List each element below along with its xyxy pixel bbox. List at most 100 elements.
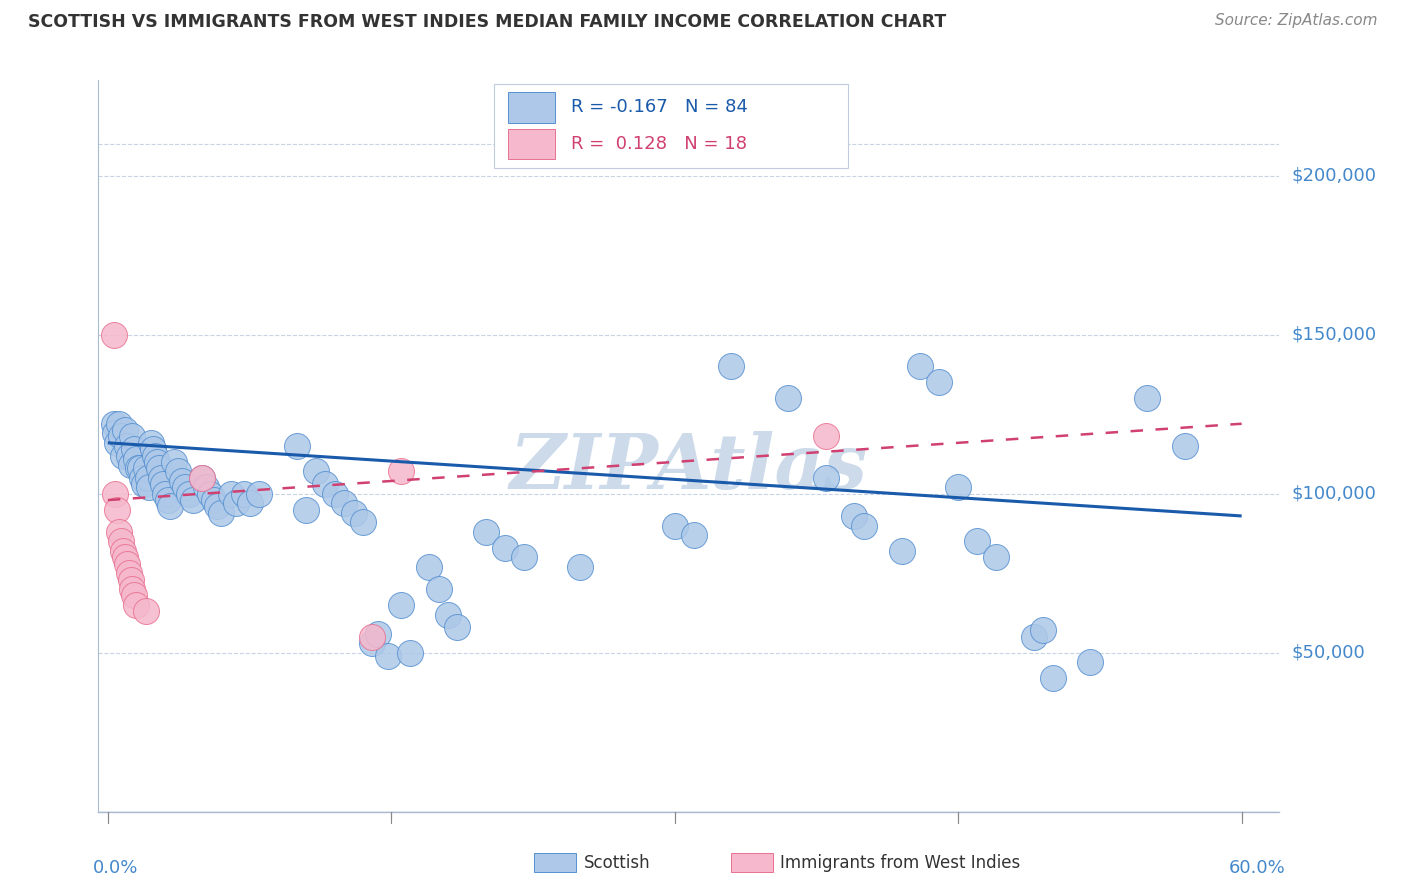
Point	[191, 471, 214, 485]
Point	[138, 480, 160, 494]
Point	[105, 435, 128, 450]
Point	[163, 455, 186, 469]
Point	[418, 559, 440, 574]
Point	[446, 620, 468, 634]
Point	[110, 429, 132, 443]
Point	[314, 477, 336, 491]
Point	[352, 516, 374, 530]
Point	[152, 477, 174, 491]
Point	[104, 426, 127, 441]
Point	[844, 508, 866, 523]
Point	[120, 573, 142, 587]
Point	[157, 493, 180, 508]
Point	[146, 455, 169, 469]
Point	[143, 449, 166, 463]
Point	[219, 486, 242, 500]
Point	[191, 471, 214, 485]
Point	[1080, 655, 1102, 669]
Point	[198, 486, 221, 500]
Point	[127, 461, 149, 475]
Point	[437, 607, 460, 622]
Point	[124, 442, 146, 457]
Point	[129, 461, 152, 475]
Point	[111, 449, 134, 463]
Point	[682, 528, 704, 542]
Point	[149, 471, 172, 485]
Text: $50,000: $50,000	[1291, 644, 1365, 662]
Point	[910, 359, 932, 374]
Point	[512, 550, 534, 565]
Point	[105, 502, 128, 516]
Point	[166, 465, 188, 479]
Point	[115, 439, 138, 453]
Point	[1042, 671, 1064, 685]
Point	[104, 486, 127, 500]
Point	[141, 435, 163, 450]
Point	[225, 496, 247, 510]
Point	[118, 449, 141, 463]
Point	[142, 442, 165, 457]
Point	[124, 589, 146, 603]
Bar	[508, 128, 555, 160]
Point	[361, 636, 384, 650]
Point	[333, 496, 356, 510]
Point	[239, 496, 262, 510]
Text: $100,000: $100,000	[1291, 484, 1376, 503]
Point	[103, 327, 125, 342]
Point	[111, 544, 134, 558]
Point	[377, 648, 399, 663]
Point	[367, 626, 389, 640]
Text: R =  0.128   N = 18: R = 0.128 N = 18	[571, 135, 747, 153]
Point	[361, 630, 384, 644]
Point	[389, 598, 412, 612]
Point	[125, 598, 148, 612]
FancyBboxPatch shape	[494, 84, 848, 168]
Point	[664, 518, 686, 533]
Point	[135, 461, 157, 475]
Point	[170, 474, 193, 488]
Point	[814, 471, 837, 485]
Point	[118, 566, 141, 581]
Point	[110, 534, 132, 549]
Point	[569, 559, 592, 574]
Point	[114, 423, 136, 437]
Text: Scottish: Scottish	[583, 854, 650, 871]
Point	[121, 582, 143, 596]
Point	[890, 544, 912, 558]
Point	[125, 451, 148, 466]
Point	[121, 429, 143, 443]
Text: $200,000: $200,000	[1291, 167, 1376, 185]
Point	[159, 500, 181, 514]
Point	[153, 486, 176, 500]
Text: SCOTTISH VS IMMIGRANTS FROM WEST INDIES MEDIAN FAMILY INCOME CORRELATION CHART: SCOTTISH VS IMMIGRANTS FROM WEST INDIES …	[28, 13, 946, 31]
Point	[494, 541, 516, 555]
Point	[195, 480, 218, 494]
Text: $150,000: $150,000	[1291, 326, 1376, 343]
Point	[399, 646, 422, 660]
Point	[1032, 624, 1054, 638]
Point	[108, 417, 131, 431]
Point	[181, 493, 204, 508]
Point	[285, 439, 308, 453]
Point	[131, 471, 153, 485]
Text: 60.0%: 60.0%	[1229, 859, 1285, 877]
Point	[342, 506, 364, 520]
Point	[108, 524, 131, 539]
Bar	[508, 92, 555, 123]
Text: ZIPAtlas: ZIPAtlas	[510, 431, 868, 505]
Point	[305, 465, 328, 479]
Text: R = -0.167   N = 84: R = -0.167 N = 84	[571, 98, 748, 116]
Point	[132, 477, 155, 491]
Point	[852, 518, 875, 533]
Point	[928, 376, 950, 390]
Point	[1174, 439, 1197, 453]
Point	[120, 458, 142, 472]
Point	[389, 465, 412, 479]
Point	[103, 417, 125, 431]
Point	[295, 502, 318, 516]
Text: Source: ZipAtlas.com: Source: ZipAtlas.com	[1215, 13, 1378, 29]
Point	[136, 471, 159, 485]
Point	[202, 493, 225, 508]
Point	[948, 480, 970, 494]
Point	[814, 429, 837, 443]
